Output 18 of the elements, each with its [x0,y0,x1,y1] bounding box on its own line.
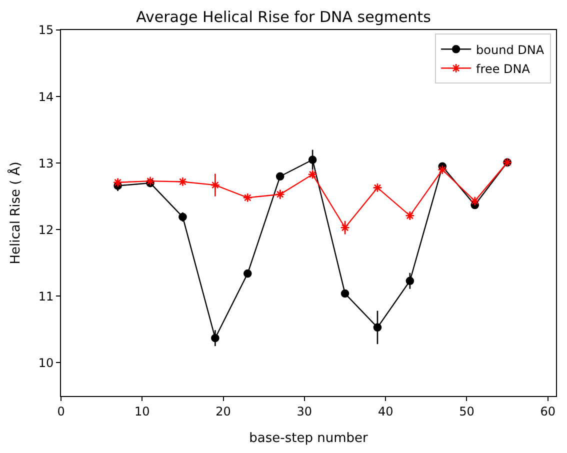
y-tick-label: 10 [38,356,54,370]
x-tick-label: 50 [459,404,474,418]
x-tick-label: 0 [57,404,65,418]
x-tick-label: 20 [216,404,231,418]
x-tick-label: 40 [378,404,394,418]
x-tick-label: 60 [540,404,556,418]
y-tick-label: 14 [38,90,54,104]
x-tick-label: 30 [296,404,312,418]
legend-label: bound DNA [476,42,545,57]
x-axis-title: base-step number [249,431,368,446]
x-tick-label: 10 [134,404,150,418]
y-tick-label: 15 [38,23,54,38]
y-tick-label: 12 [38,222,54,237]
y-tick-label: 13 [38,156,54,170]
chart-title: Average Helical Rise for DNA segments [136,8,432,26]
y-axis-title: Helical Rise ( Å) [6,162,24,264]
legend-label: free DNA [476,62,531,76]
y-tick-label: 11 [38,289,54,304]
